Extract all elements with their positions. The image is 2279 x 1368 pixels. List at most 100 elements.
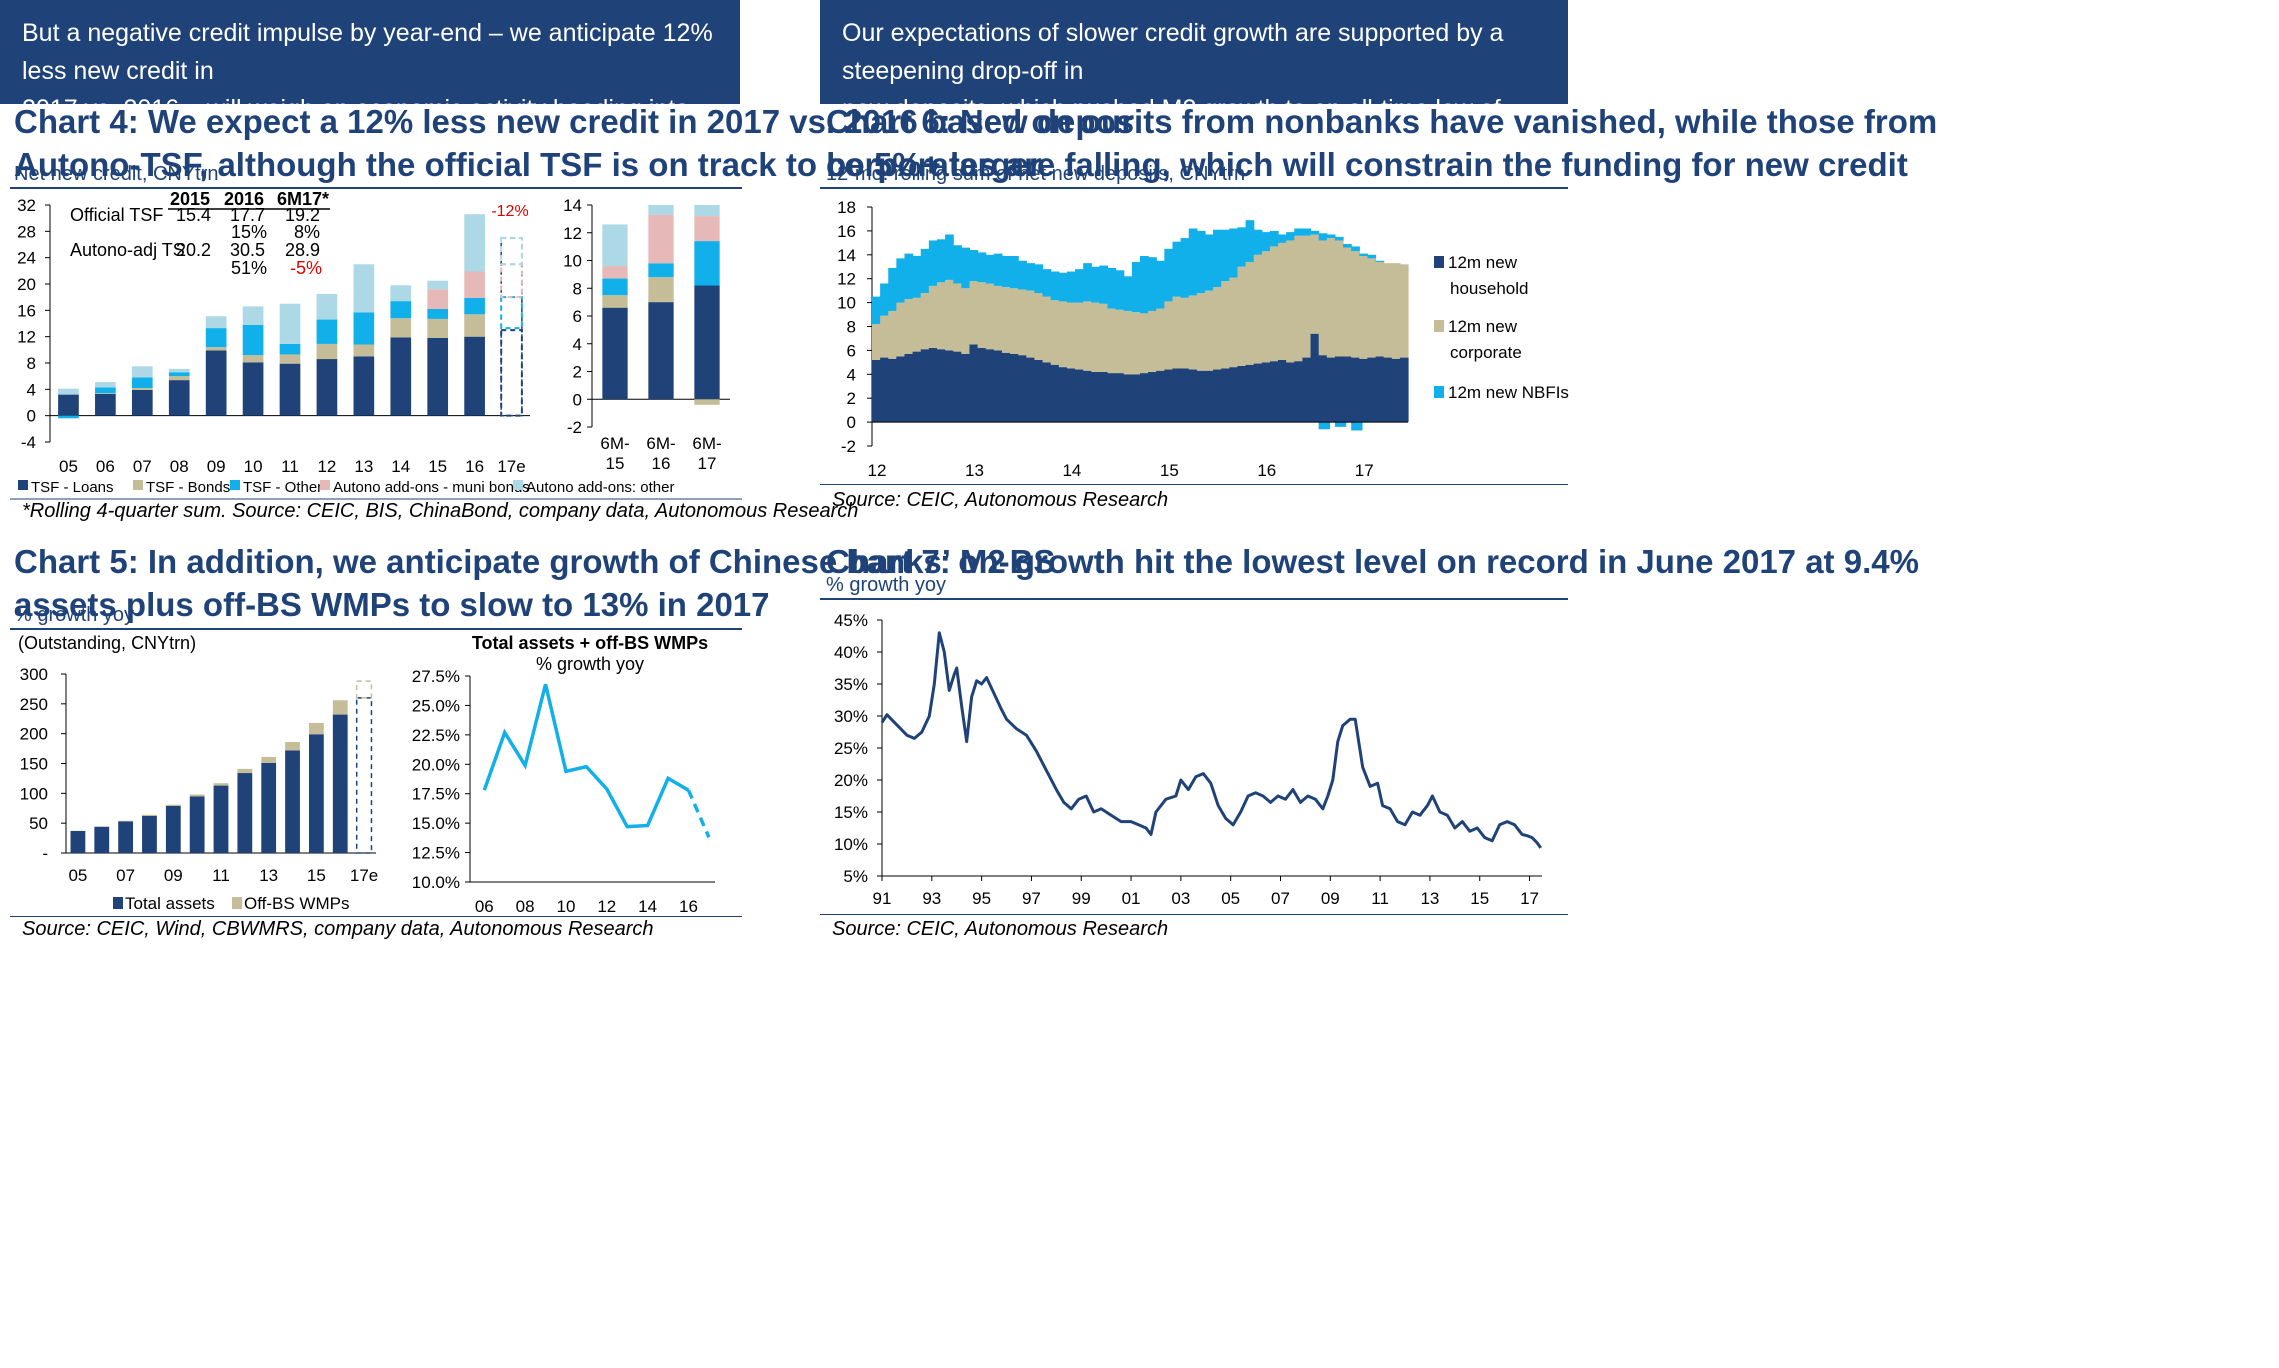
callout-right-line1: Our expectations of slower credit growth… xyxy=(842,19,1504,85)
chart4-bar-segment xyxy=(390,301,412,319)
chart6-y-tick-label: 2 xyxy=(847,389,856,408)
chart5-bar-total-assets xyxy=(94,826,110,853)
chart4-y-tick-label: 24 xyxy=(17,249,36,268)
chart4-bar-segment xyxy=(95,393,116,416)
chart6-y-tick-label: 6 xyxy=(847,341,856,360)
chart6-area-household xyxy=(872,359,881,423)
chart5-bar-total-assets xyxy=(142,816,157,853)
chart6-area-household xyxy=(1294,361,1304,423)
chart5-right-x-tick-label: 10 xyxy=(556,897,575,916)
chart6-area-nbfi xyxy=(969,250,979,282)
chart5-title-line2: assets plus off-BS WMPs to slow to 13% i… xyxy=(14,586,770,623)
chart4-17e-segment xyxy=(500,296,523,330)
chart6-area-household xyxy=(1148,371,1157,423)
chart6-area-household xyxy=(1050,364,1060,423)
chart6-y-tick-label: 10 xyxy=(837,294,856,313)
chart6-area-household xyxy=(1026,357,1036,423)
chart7-x-tick-label: 95 xyxy=(972,889,991,908)
chart6-area-nbfi xyxy=(977,252,987,283)
chart6-area-nbfi xyxy=(888,267,897,311)
chart6-area-corporate xyxy=(1204,290,1214,371)
chart6-area-household xyxy=(1334,356,1344,423)
chart6-area-nbfi xyxy=(1286,232,1295,241)
chart5-left-x-tick-label: 05 xyxy=(68,866,87,885)
chart6-area-corporate xyxy=(1359,255,1368,359)
callout-right: Our expectations of slower credit growth… xyxy=(820,0,1568,161)
chart6-area-corporate xyxy=(1261,251,1271,363)
chart6-area-nbfi xyxy=(1148,257,1157,311)
chart4-bar-segment xyxy=(95,387,116,394)
chart7-title: Chart 7: M2 growth hit the lowest level … xyxy=(826,543,1919,580)
chart6-area-corporate xyxy=(977,282,987,349)
chart6-area-household xyxy=(1164,369,1174,423)
chart4-bar-segment xyxy=(390,318,412,338)
chart4-bar-segment xyxy=(427,280,449,290)
chart6-area-corporate xyxy=(872,324,881,360)
chart4-bar-segment xyxy=(279,303,301,344)
chart6-y-tick-label: 14 xyxy=(837,246,856,265)
chart5-legend-swatch xyxy=(113,897,123,909)
chart6-area-corporate xyxy=(1164,301,1174,370)
chart6-area-corporate xyxy=(1148,310,1157,372)
chart6-area-household xyxy=(1229,367,1239,423)
table-row2b-v2: -5% xyxy=(290,258,322,278)
chart4-bar-segment xyxy=(131,389,153,416)
chart6-area-nbfi xyxy=(1026,263,1036,291)
chart4-bar-segment xyxy=(427,289,449,310)
chart6-area-corporate xyxy=(1318,240,1328,356)
chart6-area-household xyxy=(1075,369,1084,423)
chart5-left-x-tick-label: 13 xyxy=(259,866,278,885)
chart4-6m-bar-segment xyxy=(648,263,674,278)
chart6-area-corporate xyxy=(1010,288,1019,354)
table-row1-label: Official TSF xyxy=(70,205,163,225)
chart4-bar-segment xyxy=(131,377,153,389)
chart6-area-corporate xyxy=(1229,277,1239,368)
chart6-area-nbfi xyxy=(1010,255,1019,289)
chart7-x-tick-label: 05 xyxy=(1221,889,1240,908)
chart4-bar-segment xyxy=(95,382,116,388)
table-header-2016: 2016 xyxy=(224,189,264,209)
chart6-area-nbfi xyxy=(1351,246,1360,252)
chart6-area-household xyxy=(1099,371,1109,423)
chart6-area-nbfi xyxy=(1310,230,1320,235)
chart6-area-nbfi xyxy=(1229,228,1239,278)
chart6-area-corporate xyxy=(1253,254,1263,364)
chart5-right-y-tick-label: 20.0% xyxy=(412,755,460,774)
chart5-left-x-tick-label: 11 xyxy=(212,866,230,885)
chart4-legend-swatch xyxy=(133,480,143,490)
chart7-y-tick-label: 15% xyxy=(834,803,868,822)
chart5-bottom-rule xyxy=(10,916,742,917)
chart4-y-tick-label: 0 xyxy=(27,407,36,426)
chart5-bar-offbs xyxy=(261,756,277,763)
chart6-area-household xyxy=(1042,362,1052,423)
chart5-left-y-tick-label: 100 xyxy=(20,784,48,803)
chart4-6m-bar-segment xyxy=(694,205,720,217)
chart6-area-nbfi xyxy=(1302,228,1312,236)
chart6-area-corporate xyxy=(1375,261,1385,357)
chart7-source: Source: CEIC, Autonomous Research xyxy=(832,918,1169,940)
chart5-legend-swatch xyxy=(232,897,242,909)
chart6-area-corporate xyxy=(936,282,946,350)
chart6-area-corporate xyxy=(1334,240,1344,357)
chart4-bar-segment xyxy=(464,314,485,337)
chart4-6m-x-tick-label: 6M- xyxy=(646,434,675,453)
chart4-6m-bar-segment xyxy=(602,266,628,279)
chart6-area-household xyxy=(888,358,897,423)
chart6-area-nbfi xyxy=(953,245,962,284)
chart4-bar-segment xyxy=(242,324,264,356)
chart6-area-household xyxy=(1058,367,1068,423)
chart6-area-corporate xyxy=(1326,238,1336,358)
chart4-subtitle: Net new credit, CNYtrn xyxy=(14,163,219,185)
chart4-legend-label: Autono add-ons: other xyxy=(526,479,674,496)
chart6-x-tick-label: 15 xyxy=(1160,461,1179,480)
chart5-legend-label: Off-BS WMPs xyxy=(244,894,349,913)
chart7-y-tick-label: 40% xyxy=(834,643,868,662)
chart6-legend-label-line1: 12m new xyxy=(1448,253,1518,272)
chart6-area-household xyxy=(1245,364,1255,423)
chart6-area-corporate xyxy=(1107,308,1117,374)
chart6-area-nbfi xyxy=(1278,234,1287,243)
chart6-area-household xyxy=(912,351,922,423)
chart4-bar-segment xyxy=(242,306,264,325)
chart4-legend-swatch xyxy=(230,480,240,490)
